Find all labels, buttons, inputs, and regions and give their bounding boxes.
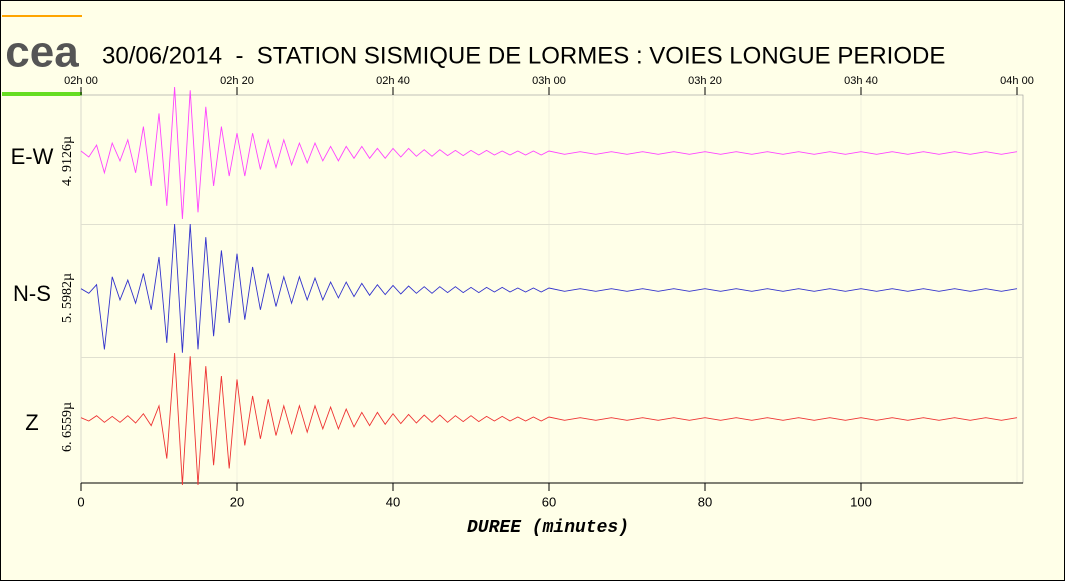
logo: cea (5, 28, 79, 77)
channel-label: E-W (11, 144, 54, 169)
channel-label: Z (25, 410, 38, 435)
x-tick-label: 0 (77, 494, 84, 509)
scale-label: 4. 9126µ (60, 136, 75, 186)
x-tick-label: 80 (698, 494, 712, 509)
top-tick-label: 04h 00 (1000, 75, 1034, 87)
top-tick-label: 02h 40 (376, 75, 410, 87)
top-tick-label: 02h 00 (64, 75, 98, 87)
chart-title: 30/06/2014 - STATION SISMIQUE DE LORMES … (102, 42, 945, 69)
trace (80, 352, 1018, 486)
x-tick-label: 100 (850, 494, 872, 509)
top-tick-label: 03h 20 (688, 75, 722, 87)
top-tick-label: 02h 20 (220, 75, 254, 87)
x-tick-label: 20 (230, 494, 244, 509)
top-tick-label: 03h 40 (844, 75, 878, 87)
trace (80, 86, 1018, 220)
x-tick-label: 40 (386, 494, 400, 509)
x-tick-label: 60 (542, 494, 556, 509)
x-axis-label: DUREE (minutes) (467, 518, 629, 538)
channel-label: N-S (13, 281, 51, 306)
scale-label: 6. 6559µ (60, 402, 75, 452)
top-tick-label: 03h 00 (532, 75, 566, 87)
scale-label: 5. 5982µ (60, 273, 75, 323)
trace (80, 223, 1018, 353)
